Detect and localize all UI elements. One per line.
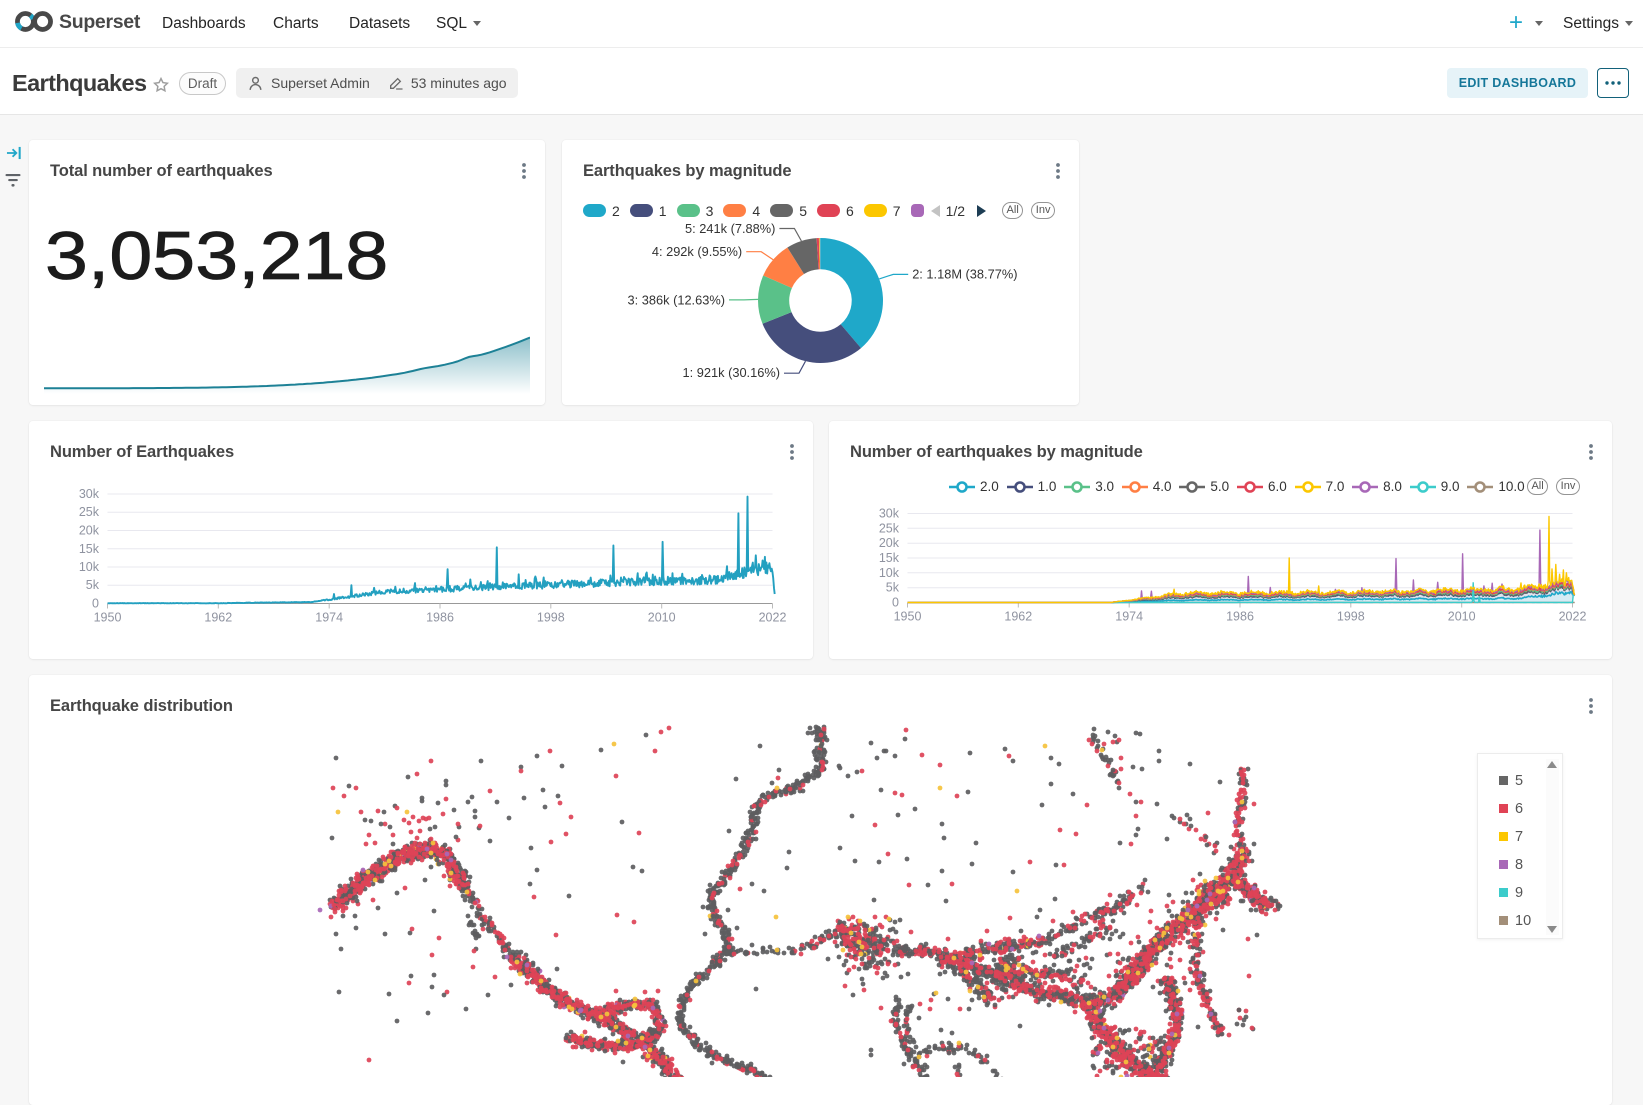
svg-text:2010: 2010 (648, 611, 676, 625)
svg-text:1974: 1974 (315, 611, 343, 625)
svg-text:0: 0 (92, 597, 99, 611)
svg-text:4: 292k (9.55%): 4: 292k (9.55%) (652, 244, 742, 259)
svg-text:25k: 25k (79, 505, 100, 519)
svg-text:2: 1.18M (38.77%): 2: 1.18M (38.77%) (912, 266, 1017, 281)
svg-text:10k: 10k (879, 566, 900, 580)
svg-text:1962: 1962 (1004, 610, 1032, 624)
svg-text:30k: 30k (79, 487, 100, 501)
svg-text:20k: 20k (79, 524, 100, 538)
svg-text:15k: 15k (79, 542, 100, 556)
svg-text:1986: 1986 (426, 611, 454, 625)
svg-text:1986: 1986 (1226, 610, 1254, 624)
svg-text:5: 241k (7.88%): 5: 241k (7.88%) (685, 221, 775, 236)
svg-text:5k: 5k (86, 578, 100, 592)
svg-text:1962: 1962 (204, 611, 232, 625)
svg-text:5k: 5k (886, 581, 900, 595)
svg-text:1: 921k (30.16%): 1: 921k (30.16%) (683, 365, 780, 380)
svg-text:25k: 25k (879, 521, 900, 535)
svg-text:3: 386k (12.63%): 3: 386k (12.63%) (628, 292, 725, 307)
svg-text:20k: 20k (879, 536, 900, 550)
svg-text:2010: 2010 (1448, 610, 1476, 624)
svg-text:15k: 15k (879, 551, 900, 565)
svg-text:1950: 1950 (894, 610, 922, 624)
svg-text:2022: 2022 (1559, 610, 1587, 624)
svg-text:1998: 1998 (537, 611, 565, 625)
svg-text:1950: 1950 (94, 611, 122, 625)
svg-text:30k: 30k (879, 507, 900, 521)
svg-text:0: 0 (892, 596, 899, 610)
svg-text:10k: 10k (79, 560, 100, 574)
svg-text:2022: 2022 (759, 611, 787, 625)
svg-text:1998: 1998 (1337, 610, 1365, 624)
svg-text:1974: 1974 (1115, 610, 1143, 624)
